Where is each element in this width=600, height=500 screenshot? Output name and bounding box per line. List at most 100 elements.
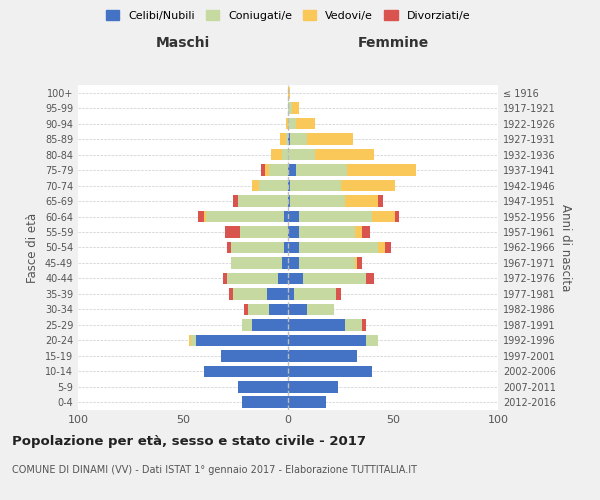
Bar xyxy=(299,210,372,222)
Bar xyxy=(288,334,366,346)
Bar xyxy=(223,272,227,284)
Bar xyxy=(395,210,400,222)
Bar xyxy=(299,226,355,238)
Bar xyxy=(379,196,383,207)
Bar xyxy=(197,210,204,222)
Bar xyxy=(267,288,288,300)
Bar xyxy=(288,396,326,408)
Bar xyxy=(242,396,288,408)
Bar xyxy=(204,366,288,377)
Bar xyxy=(288,102,292,114)
Bar xyxy=(284,242,288,254)
Bar xyxy=(288,180,290,192)
Y-axis label: Fasce di età: Fasce di età xyxy=(26,212,39,282)
Bar xyxy=(269,164,288,176)
Bar xyxy=(341,180,395,192)
Bar xyxy=(282,149,288,160)
Text: COMUNE DI DINAMI (VV) - Dati ISTAT 1° gennaio 2017 - Elaborazione TUTTITALIA.IT: COMUNE DI DINAMI (VV) - Dati ISTAT 1° ge… xyxy=(12,465,417,475)
Bar xyxy=(361,319,366,330)
Bar xyxy=(233,196,238,207)
Bar xyxy=(271,149,282,160)
Bar xyxy=(288,196,290,207)
Bar xyxy=(292,102,299,114)
Bar xyxy=(286,134,288,145)
Bar xyxy=(242,319,252,330)
Bar xyxy=(282,257,288,269)
Bar xyxy=(259,180,288,192)
Bar xyxy=(190,334,191,346)
Bar xyxy=(288,319,345,330)
Legend: Celibi/Nubili, Coniugati/e, Vedovi/e, Divorziati/e: Celibi/Nubili, Coniugati/e, Vedovi/e, Di… xyxy=(101,6,475,25)
Bar xyxy=(288,164,296,176)
Bar xyxy=(288,272,303,284)
Bar xyxy=(288,210,299,222)
Bar xyxy=(385,242,391,254)
Bar xyxy=(238,196,288,207)
Bar xyxy=(229,288,233,300)
Bar xyxy=(196,334,288,346)
Y-axis label: Anni di nascita: Anni di nascita xyxy=(559,204,572,291)
Bar xyxy=(288,118,296,130)
Bar xyxy=(299,257,355,269)
Bar xyxy=(290,134,307,145)
Bar xyxy=(286,118,288,130)
Bar xyxy=(299,242,379,254)
Bar xyxy=(288,134,290,145)
Text: Maschi: Maschi xyxy=(156,36,210,50)
Bar xyxy=(303,272,366,284)
Text: Popolazione per età, sesso e stato civile - 2017: Popolazione per età, sesso e stato civil… xyxy=(12,435,366,448)
Bar xyxy=(277,272,288,284)
Bar xyxy=(345,196,379,207)
Bar xyxy=(295,288,337,300)
Bar xyxy=(288,149,316,160)
Bar xyxy=(225,226,240,238)
Bar xyxy=(337,288,341,300)
Bar xyxy=(206,210,284,222)
Bar xyxy=(280,134,286,145)
Bar xyxy=(227,272,277,284)
Bar xyxy=(355,226,362,238)
Bar xyxy=(345,319,362,330)
Bar xyxy=(288,257,299,269)
Bar xyxy=(347,164,416,176)
Bar xyxy=(248,304,269,315)
Bar xyxy=(204,210,206,222)
Bar xyxy=(238,381,288,392)
Bar xyxy=(366,272,374,284)
Bar xyxy=(288,242,299,254)
Bar xyxy=(288,381,338,392)
Bar xyxy=(316,149,374,160)
Bar xyxy=(269,304,288,315)
Bar xyxy=(307,134,353,145)
Bar xyxy=(288,350,358,362)
Bar xyxy=(290,180,341,192)
Bar xyxy=(253,180,259,192)
Bar xyxy=(233,288,267,300)
Bar xyxy=(288,366,372,377)
Bar xyxy=(191,334,196,346)
Bar xyxy=(288,288,295,300)
Bar xyxy=(355,257,358,269)
Bar xyxy=(372,210,395,222)
Bar xyxy=(221,350,288,362)
Bar xyxy=(296,118,316,130)
Bar xyxy=(252,319,288,330)
Bar xyxy=(361,226,370,238)
Bar xyxy=(288,226,299,238)
Bar xyxy=(227,242,232,254)
Bar xyxy=(240,226,288,238)
Bar xyxy=(232,242,284,254)
Bar xyxy=(366,334,379,346)
Bar xyxy=(358,257,361,269)
Text: Femmine: Femmine xyxy=(358,36,428,50)
Bar xyxy=(288,87,290,99)
Bar xyxy=(232,257,282,269)
Bar xyxy=(296,164,347,176)
Bar xyxy=(379,242,385,254)
Bar xyxy=(290,196,345,207)
Bar xyxy=(265,164,269,176)
Bar xyxy=(288,304,307,315)
Bar xyxy=(244,304,248,315)
Bar xyxy=(260,164,265,176)
Bar xyxy=(284,210,288,222)
